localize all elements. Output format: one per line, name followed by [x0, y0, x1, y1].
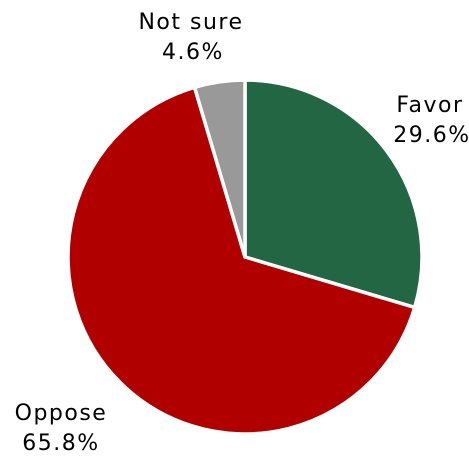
slice-value-oppose: 65.8% — [22, 431, 99, 456]
pie-slice-oppose — [66, 85, 417, 436]
pie-slice-not-sure — [192, 78, 247, 258]
pie-slice-favor — [243, 78, 424, 310]
slice-label-favor: Favor — [396, 93, 463, 118]
slice-label-oppose: Oppose — [15, 401, 108, 426]
slice-value-not-sure: 4.6% — [162, 40, 224, 65]
slice-label-not-sure: Not sure — [138, 10, 243, 35]
slice-value-favor: 29.6% — [393, 123, 469, 148]
pie-slices — [66, 78, 424, 436]
